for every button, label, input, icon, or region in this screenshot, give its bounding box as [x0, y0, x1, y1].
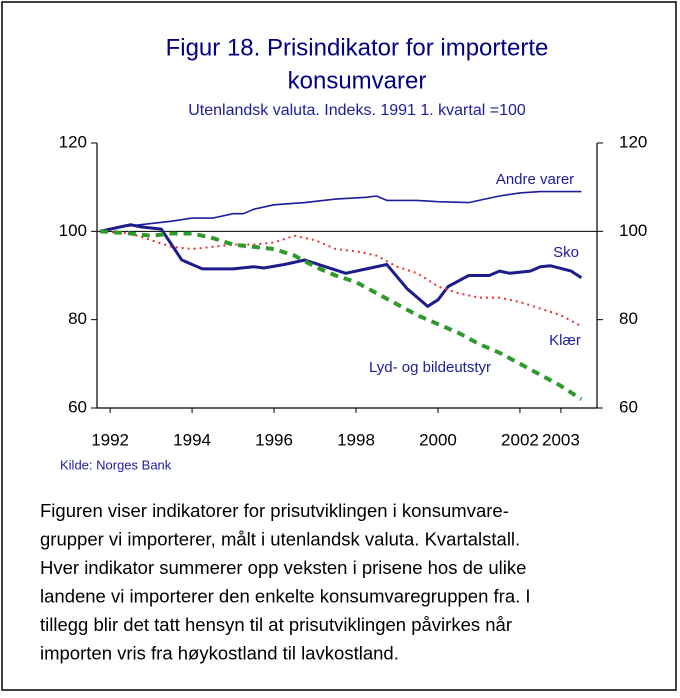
series-line [99, 230, 582, 328]
source: Kilde: Norges Bank [60, 457, 172, 472]
x-tick-label: 1996 [255, 430, 293, 449]
series-line [99, 223, 583, 308]
y-tick-label: 60 [68, 397, 87, 416]
series-line [99, 229, 583, 401]
series-label: Klær [549, 332, 581, 349]
chart-title: Figur 18. Prisindikator for importerte [166, 34, 549, 61]
chart-subtitle: Utenlandsk valuta. Indeks. 1991 1. kvart… [188, 102, 526, 119]
x-tick-label: 2002 [501, 430, 539, 449]
caption-line: Hver indikator summerer opp veksten i pr… [40, 557, 526, 578]
caption-line: tillegg blir det tatt hensyn til at pris… [40, 614, 512, 635]
y2-tick-label: 100 [619, 221, 647, 240]
y2-tick-label: 120 [619, 132, 647, 151]
x-tick-label: 1994 [173, 430, 211, 449]
series-label: Lyd- og bildeutstyr [369, 359, 491, 376]
x-tick-label: 2000 [419, 430, 457, 449]
x-tick-label: 2003 [542, 430, 580, 449]
chart-title: konsumvarer [288, 67, 427, 94]
y-tick-label: 120 [59, 132, 87, 151]
y-tick-label: 100 [59, 221, 87, 240]
caption-line: landene vi importerer den enkelte konsum… [40, 585, 531, 606]
caption-line: Figuren viser indikatorer for prisutvikl… [40, 500, 509, 521]
caption-line: importen vris fra høykostland til lavkos… [40, 642, 399, 663]
y-tick-label: 80 [68, 309, 87, 328]
caption-line: grupper vi importerer, målt i utenlandsk… [40, 528, 520, 549]
y2-tick-label: 80 [619, 309, 638, 328]
series-line [99, 190, 582, 233]
series-label: Andre varer [496, 171, 574, 188]
series-label: Sko [553, 244, 579, 261]
x-tick-label: 1998 [337, 430, 375, 449]
y2-tick-label: 60 [619, 397, 638, 416]
x-tick-label: 1992 [91, 430, 129, 449]
